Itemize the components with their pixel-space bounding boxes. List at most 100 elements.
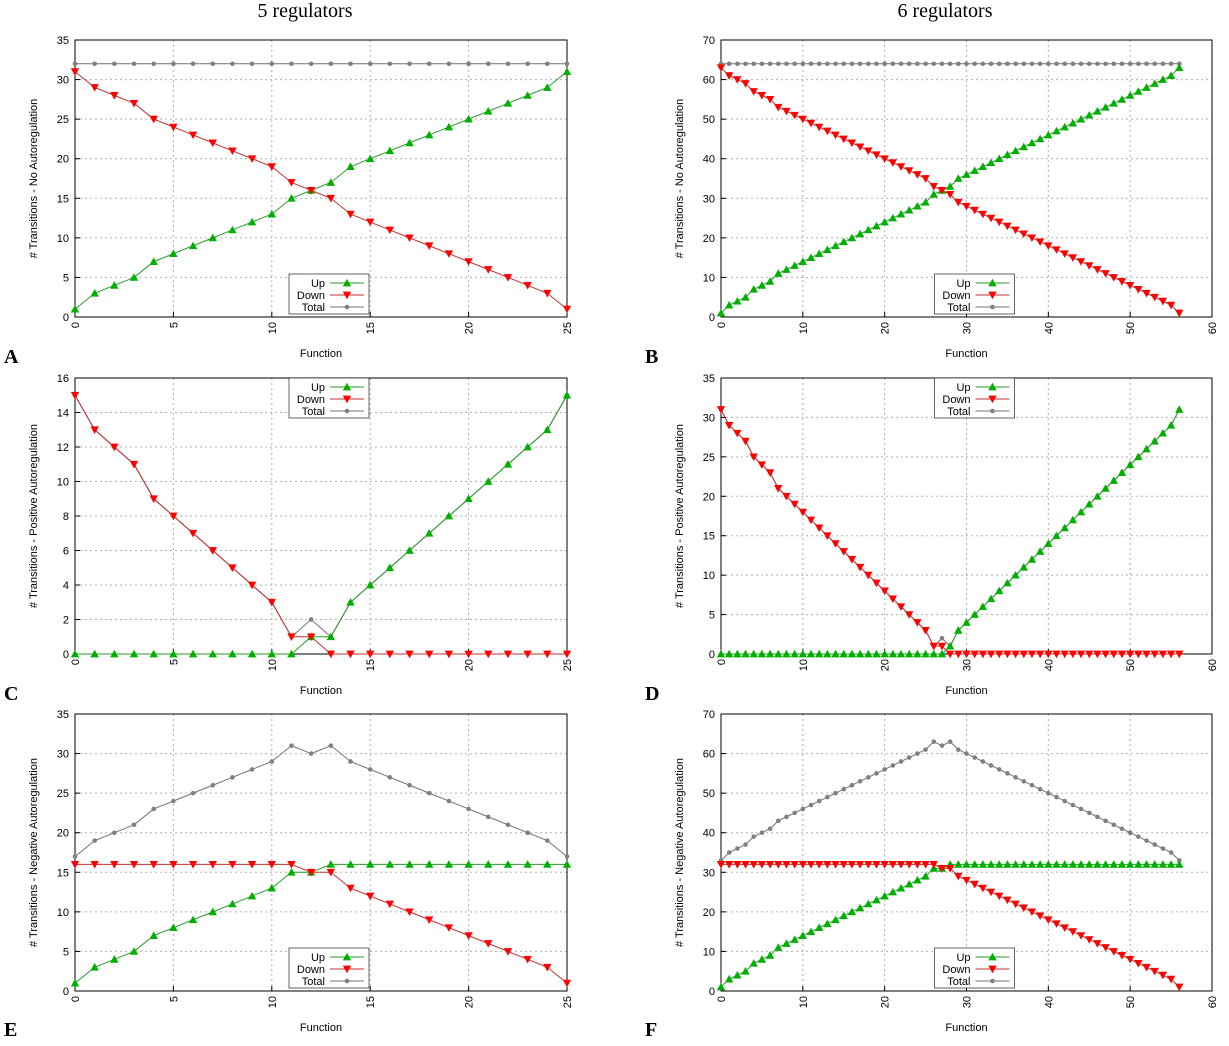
data-point-up — [385, 860, 395, 868]
data-point-down — [1142, 963, 1151, 972]
y-tick-label: 20 — [703, 233, 715, 245]
data-point-down — [1011, 226, 1020, 235]
data-point-total — [956, 61, 961, 67]
x-tick-label: 50 — [1125, 996, 1137, 1008]
data-point-total — [1144, 61, 1149, 67]
data-point-up — [774, 649, 783, 658]
data-point-up — [1019, 563, 1028, 571]
x-tick-label: 20 — [464, 996, 476, 1008]
data-point-up — [839, 911, 848, 920]
x-tick-label: 10 — [267, 659, 279, 671]
data-point-total — [1168, 61, 1174, 67]
data-point-total — [956, 747, 961, 752]
data-point-up — [888, 213, 898, 222]
data-point-up — [1125, 860, 1135, 868]
data-point-up — [1076, 860, 1086, 868]
series-line-down — [74, 395, 567, 655]
data-point-down — [129, 460, 139, 469]
data-point-total — [964, 751, 969, 756]
data-point-up — [782, 649, 791, 658]
data-point-total — [808, 61, 814, 67]
data-point-up — [425, 529, 434, 537]
data-point-total — [833, 790, 838, 796]
data-point-up — [896, 883, 906, 892]
data-point-down — [847, 861, 857, 869]
data-point-down — [188, 131, 198, 140]
y-tick-label: 10 — [57, 477, 69, 489]
x-tick-label: 5 — [168, 322, 180, 328]
data-point-down — [543, 289, 552, 298]
data-point-down — [228, 564, 237, 572]
data-point-down — [1125, 955, 1135, 964]
data-point-up — [90, 649, 99, 658]
data-point-down — [1134, 650, 1143, 659]
data-point-down — [716, 406, 726, 414]
data-point-total — [849, 782, 855, 788]
data-point-total — [735, 846, 740, 851]
data-point-up — [90, 289, 99, 297]
data-point-up — [326, 632, 336, 641]
data-point-total — [1127, 830, 1133, 836]
data-point-up — [1068, 118, 1078, 127]
data-point-up — [267, 883, 276, 892]
data-point-down — [1068, 928, 1078, 936]
data-point-up — [815, 923, 824, 932]
data-point-down — [1117, 952, 1127, 960]
data-point-total — [564, 61, 570, 67]
data-point-total — [171, 798, 176, 804]
data-point-down — [523, 955, 532, 964]
data-point-total — [525, 830, 530, 836]
data-point-down — [839, 135, 848, 144]
data-point-down — [247, 861, 257, 869]
y-tick-label: 12 — [57, 442, 69, 454]
legend-marker-down — [342, 291, 352, 300]
data-point-down — [1027, 908, 1037, 917]
data-point-down — [1125, 650, 1135, 659]
series-line-up — [721, 409, 1180, 655]
data-point-total — [1095, 61, 1100, 67]
data-point-down — [823, 532, 832, 540]
y-tick-label: 15 — [703, 531, 715, 543]
data-point-total — [151, 61, 157, 67]
y-tick-label: 2 — [63, 615, 69, 627]
y-tick-label: 5 — [709, 610, 715, 622]
data-point-total — [1078, 806, 1084, 812]
data-point-down — [831, 861, 840, 869]
data-point-up — [1052, 531, 1061, 540]
data-point-down — [945, 190, 955, 199]
data-point-up — [90, 963, 99, 971]
data-point-total — [92, 838, 97, 843]
data-point-total — [1119, 826, 1125, 832]
data-point-up — [1060, 122, 1069, 131]
data-point-up — [247, 649, 257, 658]
data-point-down — [790, 861, 799, 869]
data-point-up — [247, 217, 257, 226]
data-point-up — [503, 460, 513, 468]
data-point-down — [385, 900, 395, 909]
data-point-down — [929, 642, 938, 651]
series-line-down — [720, 409, 1180, 655]
data-point-up — [855, 229, 865, 238]
data-point-total — [947, 739, 953, 744]
data-point-total — [1054, 61, 1059, 67]
legend-box — [934, 947, 1015, 989]
panel-label-f: F — [645, 1019, 657, 1041]
data-point-up — [405, 860, 414, 868]
data-point-down — [346, 650, 355, 659]
data-point-up — [757, 281, 767, 289]
data-point-up — [1125, 460, 1135, 469]
data-point-total — [964, 61, 969, 67]
data-point-down — [366, 218, 375, 227]
data-point-total — [857, 61, 863, 67]
data-point-total — [230, 775, 235, 780]
x-tick-label: 20 — [464, 659, 476, 671]
data-point-down — [326, 194, 336, 203]
legend-marker-total — [344, 408, 350, 414]
panel-label-e: E — [4, 1019, 17, 1041]
data-point-up — [724, 300, 734, 309]
data-point-down — [188, 529, 198, 538]
data-point-down — [1060, 250, 1069, 258]
x-tick-label: 0 — [70, 322, 82, 328]
data-point-up — [913, 649, 922, 658]
data-point-up — [385, 563, 395, 572]
